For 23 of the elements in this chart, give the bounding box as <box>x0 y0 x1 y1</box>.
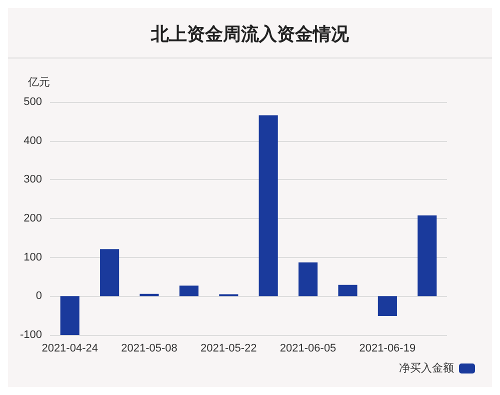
x-tick-label: 2021-05-22 <box>200 342 257 354</box>
bar <box>258 115 278 296</box>
x-tick-label: 2021-06-19 <box>359 342 416 354</box>
y-tick-label: -100 <box>20 329 42 341</box>
bar <box>378 296 397 316</box>
y-axis-title: 亿元 <box>27 76 50 88</box>
x-tick-label: 2021-06-05 <box>280 342 336 354</box>
y-tick-label: 100 <box>24 251 42 264</box>
x-tick-label: 2021-05-08 <box>121 342 178 354</box>
chart-title: 北上资金周流入资金情况 <box>150 24 350 44</box>
bar <box>179 286 198 296</box>
y-tick-label: 500 <box>24 96 42 108</box>
y-tick-label: 200 <box>24 212 42 224</box>
bar <box>298 262 318 296</box>
bar <box>60 296 80 335</box>
x-tick-label: 2021-04-24 <box>42 342 98 354</box>
legend-label: 净买入金额 <box>399 362 454 374</box>
bar <box>418 215 437 296</box>
y-tick-label: 300 <box>24 174 42 186</box>
y-tick-label: 0 <box>36 290 42 302</box>
bar <box>338 284 358 296</box>
y-tick-label: 400 <box>24 134 42 147</box>
bar <box>100 249 120 296</box>
